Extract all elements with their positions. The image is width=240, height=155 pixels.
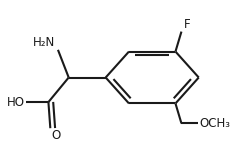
- Text: H₂N: H₂N: [33, 36, 56, 49]
- Text: O: O: [51, 129, 60, 142]
- Text: HO: HO: [6, 96, 24, 109]
- Text: OCH₃: OCH₃: [199, 117, 230, 130]
- Text: F: F: [184, 18, 191, 31]
